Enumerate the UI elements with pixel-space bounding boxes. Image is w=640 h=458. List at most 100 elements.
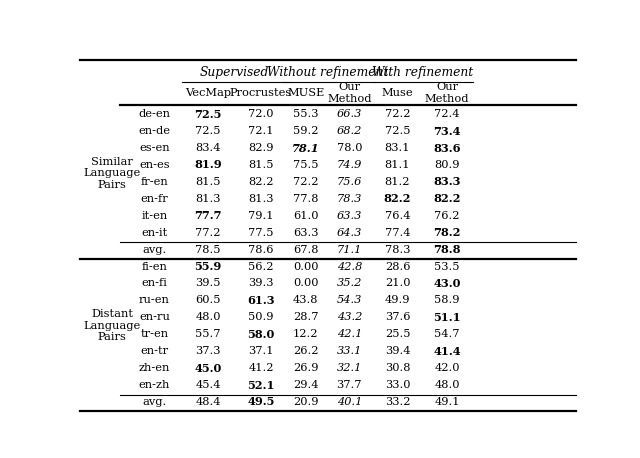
Text: it-en: it-en [141,211,168,221]
Text: 61.3: 61.3 [247,295,275,306]
Text: 35.2: 35.2 [337,278,362,289]
Text: de-en: de-en [138,109,170,119]
Text: 81.3: 81.3 [195,194,221,204]
Text: 81.2: 81.2 [385,177,410,187]
Text: Procrustes: Procrustes [230,88,292,98]
Text: 0.00: 0.00 [293,278,319,289]
Text: 72.1: 72.1 [248,126,274,136]
Text: ru-en: ru-en [139,295,170,305]
Text: 77.7: 77.7 [194,210,221,221]
Text: 52.1: 52.1 [247,380,275,391]
Text: Without refinement: Without refinement [267,66,388,79]
Text: 83.6: 83.6 [433,142,461,153]
Text: 55.7: 55.7 [195,329,221,339]
Text: 78.2: 78.2 [433,227,461,238]
Text: 78.1: 78.1 [292,142,319,153]
Text: 43.0: 43.0 [433,278,461,289]
Text: 58.9: 58.9 [435,295,460,305]
Text: 71.1: 71.1 [337,245,362,255]
Text: 43.2: 43.2 [337,312,362,322]
Text: 78.3: 78.3 [385,245,410,255]
Text: 37.6: 37.6 [385,312,410,322]
Text: 83.3: 83.3 [433,176,461,187]
Text: 42.0: 42.0 [435,363,460,373]
Text: 45.4: 45.4 [195,380,221,390]
Text: 0.00: 0.00 [293,262,319,272]
Text: 39.5: 39.5 [195,278,221,289]
Text: 28.6: 28.6 [385,262,410,272]
Text: 78.8: 78.8 [433,244,461,255]
Text: 37.3: 37.3 [195,346,221,356]
Text: 58.0: 58.0 [247,329,275,340]
Text: 83.1: 83.1 [385,143,410,153]
Text: 56.2: 56.2 [248,262,274,272]
Text: 55.3: 55.3 [293,109,319,119]
Text: en-ru: en-ru [139,312,170,322]
Text: 80.9: 80.9 [435,160,460,170]
Text: 77.2: 77.2 [195,228,221,238]
Text: 25.5: 25.5 [385,329,410,339]
Text: 81.1: 81.1 [385,160,410,170]
Text: 37.7: 37.7 [337,380,362,390]
Text: 63.3: 63.3 [293,228,319,238]
Text: en-it: en-it [141,228,168,238]
Text: 28.7: 28.7 [293,312,319,322]
Text: 21.0: 21.0 [385,278,410,289]
Text: zh-en: zh-en [139,363,170,373]
Text: en-fi: en-fi [141,278,167,289]
Text: 50.9: 50.9 [248,312,274,322]
Text: 76.4: 76.4 [385,211,410,221]
Text: 53.5: 53.5 [435,262,460,272]
Text: Distant
Language
Pairs: Distant Language Pairs [84,309,141,343]
Text: 72.5: 72.5 [195,126,221,136]
Text: 79.1: 79.1 [248,211,274,221]
Text: 37.1: 37.1 [248,346,274,356]
Text: 48.0: 48.0 [195,312,221,322]
Text: 72.0: 72.0 [248,109,274,119]
Text: 26.2: 26.2 [293,346,319,356]
Text: 33.2: 33.2 [385,397,410,407]
Text: Our
Method: Our Method [327,82,372,104]
Text: 45.0: 45.0 [195,363,221,374]
Text: 26.9: 26.9 [293,363,319,373]
Text: 83.4: 83.4 [195,143,221,153]
Text: 41.2: 41.2 [248,363,274,373]
Text: 81.5: 81.5 [248,160,274,170]
Text: 42.8: 42.8 [337,262,362,272]
Text: 82.2: 82.2 [248,177,274,187]
Text: 49.1: 49.1 [435,397,460,407]
Text: Similar
Language
Pairs: Similar Language Pairs [84,157,141,190]
Text: 82.2: 82.2 [384,193,411,204]
Text: 66.3: 66.3 [337,109,362,119]
Text: avg.: avg. [142,397,166,407]
Text: 30.8: 30.8 [385,363,410,373]
Text: 59.2: 59.2 [293,126,319,136]
Text: 39.4: 39.4 [385,346,410,356]
Text: 12.2: 12.2 [293,329,319,339]
Text: Muse: Muse [381,88,413,98]
Text: avg.: avg. [142,245,166,255]
Text: 67.8: 67.8 [293,245,319,255]
Text: fi-en: fi-en [141,262,167,272]
Text: 77.8: 77.8 [293,194,319,204]
Text: 81.5: 81.5 [195,177,221,187]
Text: With refinement: With refinement [372,66,473,79]
Text: en-zh: en-zh [139,380,170,390]
Text: 72.5: 72.5 [385,126,410,136]
Text: 82.2: 82.2 [433,193,461,204]
Text: 81.3: 81.3 [248,194,274,204]
Text: 78.3: 78.3 [337,194,362,204]
Text: 43.8: 43.8 [293,295,319,305]
Text: 33.0: 33.0 [385,380,410,390]
Text: 78.5: 78.5 [195,245,221,255]
Text: en-fr: en-fr [141,194,168,204]
Text: 20.9: 20.9 [293,397,319,407]
Text: 55.9: 55.9 [195,261,221,272]
Text: 48.0: 48.0 [435,380,460,390]
Text: en-tr: en-tr [140,346,168,356]
Text: 49.5: 49.5 [247,397,275,408]
Text: 41.4: 41.4 [433,346,461,357]
Text: 72.4: 72.4 [435,109,460,119]
Text: 29.4: 29.4 [293,380,319,390]
Text: 72.5: 72.5 [195,109,221,120]
